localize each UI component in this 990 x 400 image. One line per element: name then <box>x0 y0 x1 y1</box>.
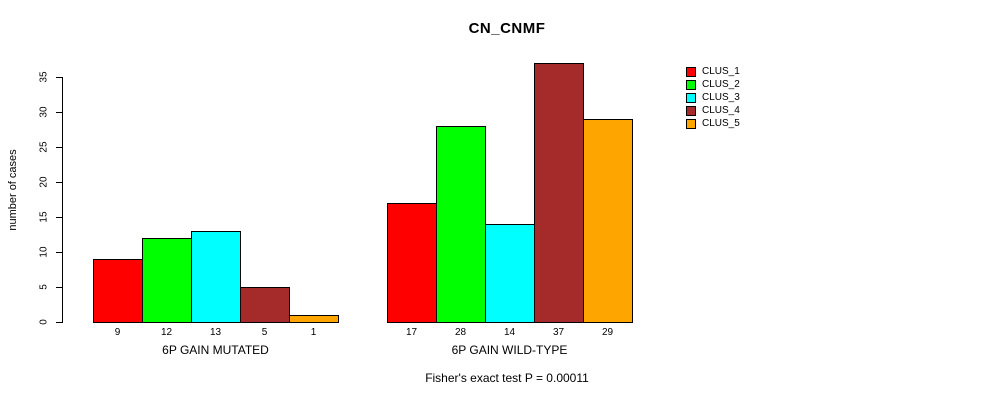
bar-clus_1-group2 <box>387 203 437 323</box>
bar-clus_5-group2 <box>583 119 633 323</box>
bar-value-label: 13 <box>209 327 222 338</box>
legend-swatch-icon <box>686 67 696 77</box>
legend-swatch-icon <box>686 119 696 129</box>
fisher-test-annotation: Fisher's exact test P = 0.00011 <box>425 371 589 385</box>
y-tick-label: 10 <box>38 246 50 258</box>
chart-title: CN_CNMF <box>468 20 546 37</box>
y-tick-label: 0 <box>38 319 50 325</box>
bar-value-label: 17 <box>405 327 418 338</box>
legend-item-clus_4: CLUS_4 <box>686 106 740 116</box>
legend-item-clus_2: CLUS_2 <box>686 80 740 90</box>
legend-swatch-icon <box>686 93 696 103</box>
y-tick-mark <box>56 112 63 113</box>
bar-value-label: 5 <box>261 327 268 338</box>
y-tick-mark <box>56 147 63 148</box>
legend-item-clus_3: CLUS_3 <box>686 93 740 103</box>
legend-item-clus_1: CLUS_1 <box>686 67 740 77</box>
bar-value-label: 37 <box>552 327 565 338</box>
group-label-2: 6P GAIN WILD-TYPE <box>451 343 568 357</box>
bar-value-label: 12 <box>160 327 173 338</box>
y-tick-mark <box>56 287 63 288</box>
bar-clus_5-group1 <box>289 315 339 323</box>
legend-label: CLUS_1 <box>702 66 740 77</box>
legend-item-clus_5: CLUS_5 <box>686 119 740 129</box>
bar-value-label: 29 <box>601 327 614 338</box>
bar-clus_2-group2 <box>436 126 486 323</box>
bar-clus_4-group1 <box>240 287 290 323</box>
legend-label: CLUS_2 <box>702 79 740 90</box>
bar-value-label: 1 <box>310 327 317 338</box>
legend: CLUS_1 CLUS_2 CLUS_3 CLUS_4 CLUS_5 <box>686 67 740 129</box>
bar-clus_3-group2 <box>485 224 535 323</box>
y-tick-label: 30 <box>38 106 50 118</box>
bar-value-label: 14 <box>503 327 516 338</box>
legend-label: CLUS_4 <box>702 105 740 116</box>
y-tick-label: 15 <box>38 211 50 223</box>
bar-clus_2-group1 <box>142 238 192 323</box>
y-tick-mark <box>56 182 63 183</box>
bar-clus_4-group2 <box>534 63 584 323</box>
y-tick-mark <box>56 217 63 218</box>
y-tick-mark <box>56 77 63 78</box>
y-axis-line <box>62 77 63 323</box>
group-label-1: 6P GAIN MUTATED <box>162 343 269 357</box>
legend-label: CLUS_3 <box>702 92 740 103</box>
y-tick-mark <box>56 252 63 253</box>
bar-value-label: 28 <box>454 327 467 338</box>
bar-clus_3-group1 <box>191 231 241 323</box>
y-tick-label: 20 <box>38 176 50 188</box>
bar-value-label: 9 <box>114 327 121 338</box>
y-tick-label: 25 <box>38 141 50 153</box>
bar-clus_1-group1 <box>93 259 143 323</box>
y-tick-mark <box>56 322 63 323</box>
legend-label: CLUS_5 <box>702 118 740 129</box>
y-tick-label: 5 <box>38 284 50 290</box>
legend-swatch-icon <box>686 106 696 116</box>
y-tick-label: 35 <box>38 71 50 83</box>
legend-swatch-icon <box>686 80 696 90</box>
